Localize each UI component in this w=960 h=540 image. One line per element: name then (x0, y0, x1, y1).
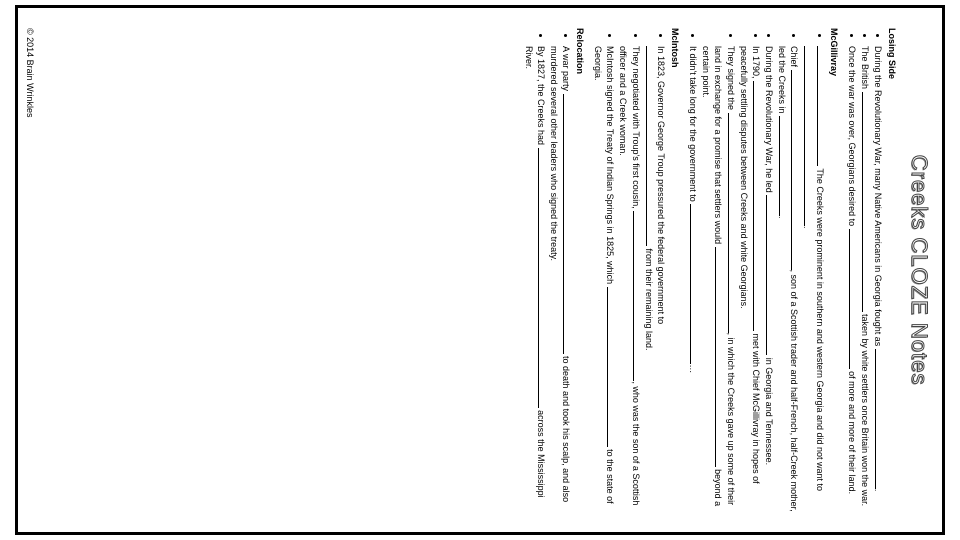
blank-line (728, 113, 737, 333)
list-item: By 1827, the Creeks had across the Missi… (522, 46, 546, 512)
list-item: They signed the , in which the Creeks ga… (700, 46, 736, 512)
list-item: McIntosh signed the Treaty of Indian Spr… (592, 46, 616, 512)
text-run: It didn't take long for the government t… (688, 46, 698, 204)
blank-line (817, 46, 826, 166)
text-run: In 1790, (751, 46, 761, 81)
blank-line (766, 195, 775, 355)
blank-line (791, 70, 800, 270)
text-run: from their remaining land. (644, 246, 654, 351)
section-list: The Creeks were prominent in southern an… (687, 28, 826, 512)
blank-line (633, 211, 642, 381)
text-run: Chief (789, 46, 799, 70)
text-run: They negotiated with Troup's first cousi… (631, 46, 641, 211)
text-run: In 1823, Governor George Troup pressured… (656, 46, 666, 324)
list-item: Chief , son of a Scottish trader and hal… (776, 46, 800, 512)
list-item: During the Revolutionary War, many Nativ… (872, 46, 884, 512)
blank-line (804, 46, 813, 226)
text-run: … (688, 364, 698, 373)
text-run: By 1827, the Creeks had (536, 46, 546, 148)
blank-line (862, 92, 871, 312)
text-run: taken by white settlers once Britain won… (860, 312, 870, 507)
section-list: During the Revolutionary War, many Nativ… (846, 28, 884, 512)
text-run: in Georgia and Tennessee. (764, 355, 774, 465)
list-item: Once the war was over, Georgians desired… (846, 46, 858, 512)
blank-line (753, 81, 762, 331)
text-run: During the Revolutionary War, he led (764, 46, 774, 195)
text-run: of more and more of their land. (847, 369, 857, 495)
text-run: During the Revolutionary War, many Nativ… (873, 46, 883, 349)
blank-line (875, 349, 884, 489)
blank-line (779, 116, 788, 216)
text-run: The Creeks were prominent in southern an… (815, 166, 825, 491)
text-run: They signed the (726, 46, 736, 113)
blank-line (563, 94, 572, 354)
list-item: The British taken by white settlers once… (859, 46, 871, 512)
text-run: . (802, 226, 812, 229)
list-item: During the Revolutionary War, he led in … (763, 46, 775, 512)
page-title: Creeks CLOZE Notes (904, 28, 934, 512)
section-heading: McIntosh (669, 28, 681, 512)
section-heading: Relocation (574, 28, 586, 512)
list-item: A war party to death and took his scalp,… (548, 46, 572, 512)
section-heading: Losing Side (886, 28, 898, 512)
section-heading: McGillivray (828, 28, 840, 512)
list-item: They negotiated with Troup's first cousi… (617, 46, 641, 512)
text-run: A war party (561, 46, 571, 94)
section-list: In 1823, Governor George Troup pressured… (592, 28, 667, 512)
blank-line (607, 287, 616, 447)
text-run: McIntosh signed the Treaty of Indian Spr… (605, 46, 615, 287)
text-run: Once the war was over, Georgians desired… (847, 46, 857, 229)
blank-line (538, 148, 547, 408)
blank-line (849, 229, 858, 369)
blank-line (690, 204, 699, 364)
section-list: A war party to death and took his scalp,… (522, 28, 572, 512)
blank-line (715, 247, 724, 467)
list-item: In 1790, met with Chief McGillivray in h… (738, 46, 762, 512)
blank-line (646, 46, 655, 246)
list-item: In 1823, Governor George Troup pressured… (643, 46, 667, 512)
copyright: © 2014 Brain Wrinkles (24, 28, 36, 118)
text-run: . (777, 216, 787, 219)
list-item: It didn't take long for the government t… (687, 46, 699, 512)
text-run: The British (860, 46, 870, 92)
text-run: . (873, 489, 883, 492)
list-item: The Creeks were prominent in southern an… (801, 46, 825, 512)
